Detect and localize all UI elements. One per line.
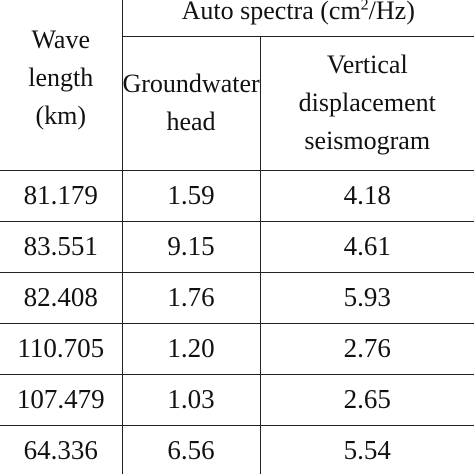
groundwater-head-cell: 1.59 <box>121 169 261 222</box>
vertical-displacement-cell: 4.18 <box>259 169 474 222</box>
wave-length-cell: 81.179 <box>0 169 123 222</box>
wave-length-cell: 107.479 <box>0 373 123 426</box>
vertical-displacement-cell: 5.54 <box>259 424 474 474</box>
groundwater-head-header: Groundwater head <box>121 35 261 171</box>
groundwater-head-cell: 1.03 <box>121 373 261 426</box>
groundwater-head-cell: 9.15 <box>121 220 261 273</box>
wave-length-cell: 110.705 <box>0 322 123 375</box>
groundwater-head-cell: 1.76 <box>121 271 261 324</box>
table-row: 81.179 1.59 4.18 <box>0 169 474 222</box>
auto-spectra-header: Auto spectra (cm2/Hz) <box>121 0 474 37</box>
wave-length-cell: 64.336 <box>0 424 123 474</box>
table-row: 64.336 6.56 5.54 <box>0 424 474 474</box>
table-row: 107.479 1.03 2.65 <box>0 373 474 426</box>
vertical-displacement-cell: 2.65 <box>259 373 474 426</box>
wave-length-cell: 82.408 <box>0 271 123 324</box>
table-row: 82.408 1.76 5.93 <box>0 271 474 324</box>
table-row: 110.705 1.20 2.76 <box>0 322 474 375</box>
table-row: 83.551 9.15 4.61 <box>0 220 474 273</box>
vertical-displacement-cell: 4.61 <box>259 220 474 273</box>
wave-length-header: Wave length (km) <box>0 0 123 171</box>
vertical-displacement-header: Vertical displacement seismogram <box>259 35 474 171</box>
vertical-displacement-cell: 2.76 <box>259 322 474 375</box>
vertical-displacement-cell: 5.93 <box>259 271 474 324</box>
groundwater-head-cell: 1.20 <box>121 322 261 375</box>
wave-length-cell: 83.551 <box>0 220 123 273</box>
table-body: 81.179 1.59 4.18 83.551 9.15 4.61 82.408 1.76 5.… <box>0 169 474 474</box>
groundwater-head-cell: 6.56 <box>121 424 261 474</box>
